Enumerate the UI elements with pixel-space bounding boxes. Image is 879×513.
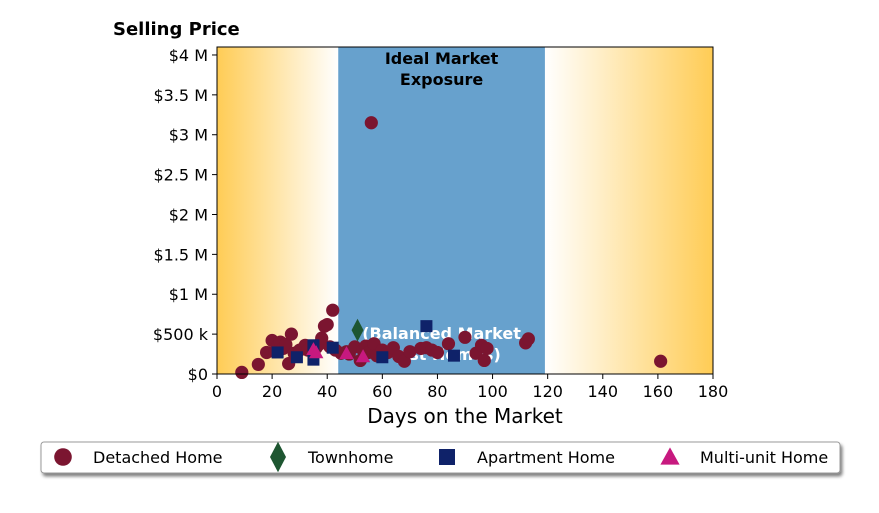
y-tick-label: $500 k	[153, 325, 209, 344]
band-1	[338, 47, 545, 374]
detached-home-point	[441, 337, 456, 351]
y-tick-label: $2 M	[169, 205, 208, 224]
detached-home-point	[320, 317, 334, 332]
detached-home-point	[251, 357, 265, 372]
x-tick-label: 160	[643, 382, 674, 401]
apartment-home-point	[420, 320, 433, 333]
y-tick-label: $3.5 M	[153, 86, 208, 105]
market-bands	[217, 47, 713, 374]
x-tick-label: 40	[317, 382, 337, 401]
x-axis-title: Days on the Market	[367, 404, 563, 428]
legend-label-apartment-home: Apartment Home	[477, 448, 615, 467]
band-label-top-line: Ideal Market	[385, 49, 499, 68]
band-label-bottom-line: (Balanced Market	[362, 324, 521, 343]
detached-home-point	[654, 354, 668, 368]
plot-frame	[216, 46, 714, 375]
detached-home-point	[458, 330, 472, 344]
detached-home-point	[480, 341, 494, 356]
legend-marker-detached-home	[54, 448, 72, 466]
chart-title: Selling Price	[113, 19, 240, 40]
apartment-home-point	[447, 349, 460, 362]
y-tick-label: $2.5 M	[153, 166, 208, 185]
y-tick-label: $0	[188, 365, 208, 384]
detached-home-point	[430, 345, 445, 360]
multi-unit-home-point	[309, 345, 324, 359]
apartment-home-point	[271, 346, 284, 359]
apartment-home-point	[376, 351, 389, 364]
data-points	[235, 116, 668, 380]
x-tick-label: 180	[698, 382, 729, 401]
x-tick-label: 100	[477, 382, 508, 401]
x-tick-label: 140	[588, 382, 619, 401]
y-axis: $0 $500 k $1 M $1.5 M $2 M $2.5 M $3 M $3.5 M $4…	[153, 46, 217, 384]
legend-label-detached-home: Detached Home	[93, 448, 223, 467]
legend-marker-apartment-home	[439, 449, 455, 465]
apartment-home-point	[326, 341, 339, 354]
detached-home-point	[403, 345, 417, 359]
detached-home-point	[284, 327, 298, 341]
apartment-home-point	[290, 351, 303, 364]
legend: Detached Home Townhome Apartment Home Multi…	[40, 441, 841, 474]
band-label-top-line: Exposure	[400, 70, 484, 89]
legend-label-multi-unit-home: Multi-unit Home	[700, 448, 828, 467]
x-tick-label: 120	[532, 382, 563, 401]
legend-marker-multi-unit-home	[660, 447, 680, 465]
band-2	[544, 47, 713, 374]
detached-home-point	[326, 303, 340, 317]
x-tick-label: 20	[262, 382, 282, 401]
band-0	[217, 47, 339, 374]
multi-unit-home-point	[355, 349, 371, 363]
detached-home-point	[397, 354, 411, 368]
x-axis: 0 20 40 60 80 100 120 140 160 180	[212, 374, 728, 401]
x-tick-label: 0	[212, 382, 222, 401]
detached-home-point	[521, 332, 535, 346]
y-tick-label: $1 M	[169, 285, 208, 304]
y-tick-label: $1.5 M	[153, 245, 208, 264]
multi-unit-home-point	[339, 346, 354, 360]
legend-marker-townhome	[270, 441, 286, 473]
y-tick-label: $3 M	[169, 126, 208, 145]
y-tick-label: $4 M	[169, 46, 208, 65]
x-tick-label: 80	[427, 382, 447, 401]
legend-label-townhome: Townhome	[307, 448, 393, 467]
detached-home-point	[364, 116, 378, 130]
x-tick-label: 60	[372, 382, 392, 401]
detached-home-point	[477, 353, 491, 368]
detached-home-point	[235, 365, 249, 380]
townhome-point	[351, 318, 364, 342]
